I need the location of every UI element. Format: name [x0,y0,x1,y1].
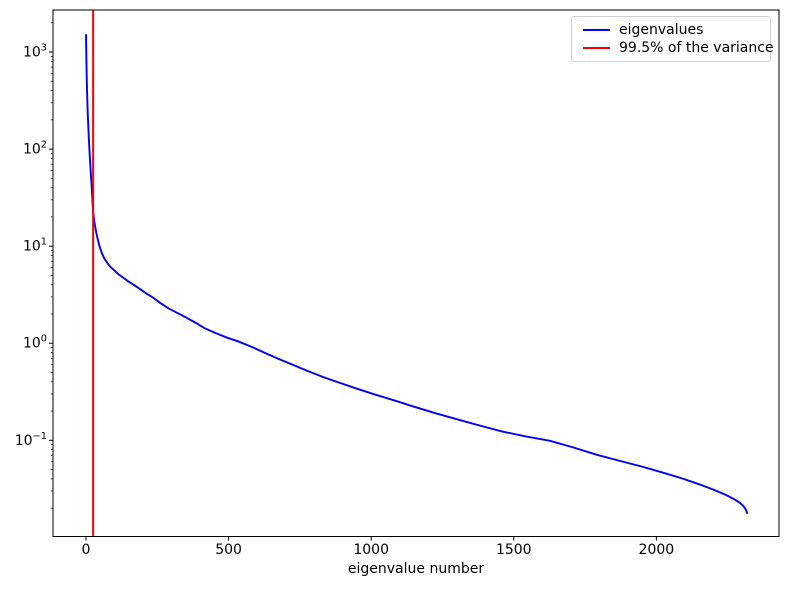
y-tick-label: 102 [23,140,47,158]
legend-line-sample-blue [583,29,610,32]
y-tick-label: 103 [23,43,47,61]
x-tick-label: 0 [82,542,91,558]
plot-border [52,9,780,537]
x-tick-label: 1500 [496,542,532,558]
legend-line-sample-red [583,46,610,49]
x-axis-title: eigenvalue number [347,561,485,577]
x-tick-label: 2000 [639,542,675,558]
y-tick-label: 100 [23,334,47,352]
legend-entry-variance-threshold: 99.5% of the variance [583,41,774,55]
x-tick-label: 1000 [353,542,389,558]
y-tick-label: 101 [23,237,47,255]
y-tick-label: 10−1 [15,431,47,449]
legend: eigenvalues 99.5% of the variance [571,16,774,62]
legend-label: 99.5% of the variance [619,39,774,56]
legend-label: eigenvalues [619,22,704,39]
eigenvalues-line [85,33,749,514]
legend-entry-eigenvalues: eigenvalues [583,23,764,37]
x-tick-label: 500 [215,542,242,558]
